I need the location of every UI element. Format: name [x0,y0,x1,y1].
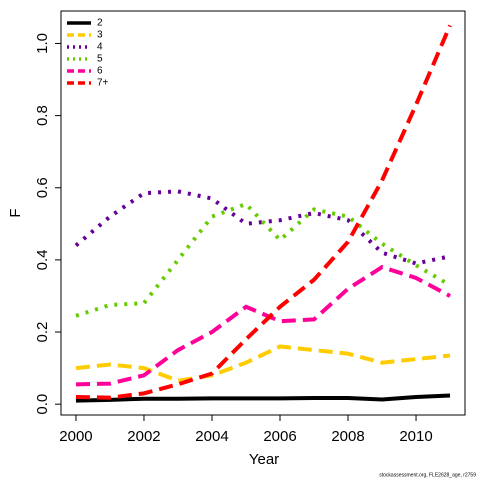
y-tick-label: 0.6 [34,177,51,198]
series-line [75,264,451,387]
series-line [75,393,451,403]
y-tick-label: 0.4 [34,249,51,270]
legend-label: 5 [97,54,103,65]
legend-label: 6 [97,66,103,77]
y-tick-label: 0.2 [34,322,51,343]
legend-label: 4 [97,42,103,53]
y-axis-label: F [7,208,24,217]
x-tick-label: 2000 [59,428,92,445]
series-line [75,24,452,400]
x-tick-label: 2004 [195,428,228,445]
plot-frame [60,10,466,416]
y-tick-label: 0.8 [34,105,51,126]
footnote: stockassessment.org, FLE2628_age, r2759 [379,472,476,478]
legend-label: 7+ [97,78,109,89]
series-line [74,189,451,266]
series-line [75,344,451,383]
y-tick-label: 0.0 [34,394,51,415]
x-tick-label: 2006 [263,428,296,445]
series-line [75,201,452,318]
x-tick-label: 2008 [331,428,364,445]
y-tick-label: 1.0 [34,33,51,54]
x-tick-label: 2002 [127,428,160,445]
legend-label: 2 [97,18,103,29]
legend-label: 3 [97,30,103,41]
x-tick-label: 2010 [399,428,432,445]
x-axis-label: Year [249,451,279,468]
